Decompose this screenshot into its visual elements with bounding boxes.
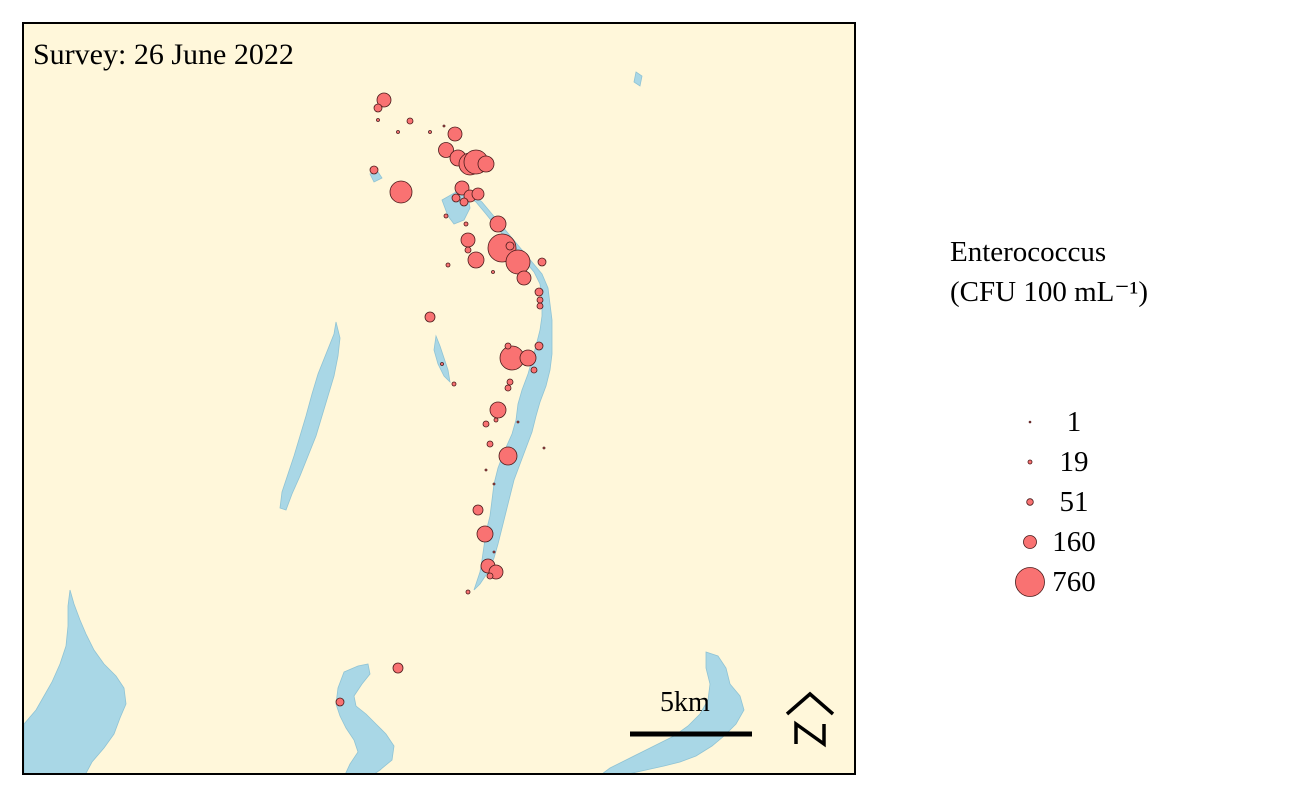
sample-site-marker (442, 124, 446, 128)
sample-site-marker (536, 296, 544, 304)
sample-markers (335, 92, 547, 707)
sample-site-marker (484, 468, 488, 472)
sample-site-marker (451, 193, 461, 203)
sample-site-marker (424, 311, 436, 323)
sample-site-marker (471, 187, 485, 201)
legend-symbol (1023, 535, 1037, 549)
sample-site-marker (459, 197, 469, 207)
sample-site-marker (486, 572, 494, 580)
sample-site-marker (460, 232, 476, 248)
sample-site-marker (440, 362, 444, 366)
sample-site-marker (451, 381, 457, 387)
sample-site-marker (516, 270, 532, 286)
sample-site-marker (505, 241, 515, 251)
sample-site-marker (534, 287, 544, 297)
sample-site-marker (486, 440, 494, 448)
survey-date-label: Survey: 26 June 2022 (33, 38, 294, 71)
map-canvas (24, 24, 854, 773)
sample-site-marker (443, 213, 449, 219)
sample-site-marker (493, 417, 499, 423)
sample-site-marker (447, 126, 463, 142)
legend-entry: 1 (950, 402, 1150, 442)
sample-site-marker (506, 378, 514, 386)
sample-site-marker (504, 342, 512, 350)
sample-site-marker (492, 482, 496, 486)
sample-site-marker (492, 550, 496, 554)
legend-entry: 160 (950, 522, 1150, 562)
legend-label: 760 (1052, 566, 1096, 598)
sample-site-marker (445, 262, 451, 268)
sample-site-marker (376, 118, 380, 122)
west-lake (279, 321, 341, 511)
legend-symbol (1027, 459, 1033, 465)
sample-site-marker (504, 384, 512, 392)
legend-units: (CFU 100 mL⁻¹) (950, 276, 1149, 308)
legend-entry: 19 (950, 442, 1150, 482)
sample-site-marker (498, 446, 518, 466)
small-lake-mid (433, 334, 451, 384)
legend-entry: 51 (950, 482, 1150, 522)
scale-bar-label: 5km (660, 687, 710, 718)
sample-site-marker (376, 92, 392, 108)
sample-site-marker (505, 249, 531, 275)
sample-site-marker (373, 103, 383, 113)
sample-site-marker (491, 270, 495, 274)
legend-label: 51 (1059, 486, 1089, 518)
legend-symbol (1026, 498, 1034, 506)
sample-site-marker (489, 401, 507, 419)
southeast-lake (602, 651, 745, 773)
sample-site-marker (489, 215, 507, 233)
sample-site-marker (519, 349, 537, 367)
sample-site-marker (335, 697, 345, 707)
south-central-lake (335, 663, 395, 773)
sample-site-marker (467, 251, 485, 269)
sample-site-marker (482, 420, 490, 428)
sample-site-marker (472, 504, 484, 516)
sample-site-marker (428, 130, 432, 134)
legend-label: 1 (1066, 406, 1082, 438)
sample-site-marker (534, 341, 544, 351)
sample-site-marker (465, 589, 471, 595)
sample-site-marker (530, 366, 538, 374)
water-features (24, 71, 745, 773)
legend-title: Enterococcus (950, 236, 1107, 268)
sample-site-marker (542, 446, 546, 450)
sample-site-marker (477, 155, 495, 173)
sample-site-marker (463, 221, 469, 227)
sample-site-marker (438, 142, 454, 158)
legend-symbol (1015, 567, 1045, 597)
land-background (24, 24, 854, 773)
tiny-lake-ne (633, 71, 643, 87)
legend-symbol (1028, 420, 1032, 424)
southwest-lake (24, 589, 127, 773)
sample-site-marker (536, 302, 544, 310)
legend: Enterococcus (CFU 100 mL⁻¹) 1 19 51 160 … (950, 232, 1150, 598)
sample-site-marker (369, 165, 379, 175)
sample-site-marker (516, 420, 520, 424)
sample-site-marker (464, 246, 472, 254)
sample-site-marker (389, 180, 413, 204)
sample-site-marker (537, 257, 547, 267)
sample-site-marker (392, 662, 404, 674)
sample-site-marker (476, 525, 494, 543)
sample-site-marker (406, 117, 414, 125)
north-arrow-icon (785, 691, 835, 748)
sample-site-marker (396, 130, 400, 134)
legend-label: 160 (1052, 526, 1096, 558)
main-river (461, 191, 553, 591)
legend-entry: 760 (950, 562, 1150, 602)
map-panel: Survey: 26 June 2022 5km (22, 22, 856, 775)
legend-label: 19 (1059, 446, 1089, 478)
